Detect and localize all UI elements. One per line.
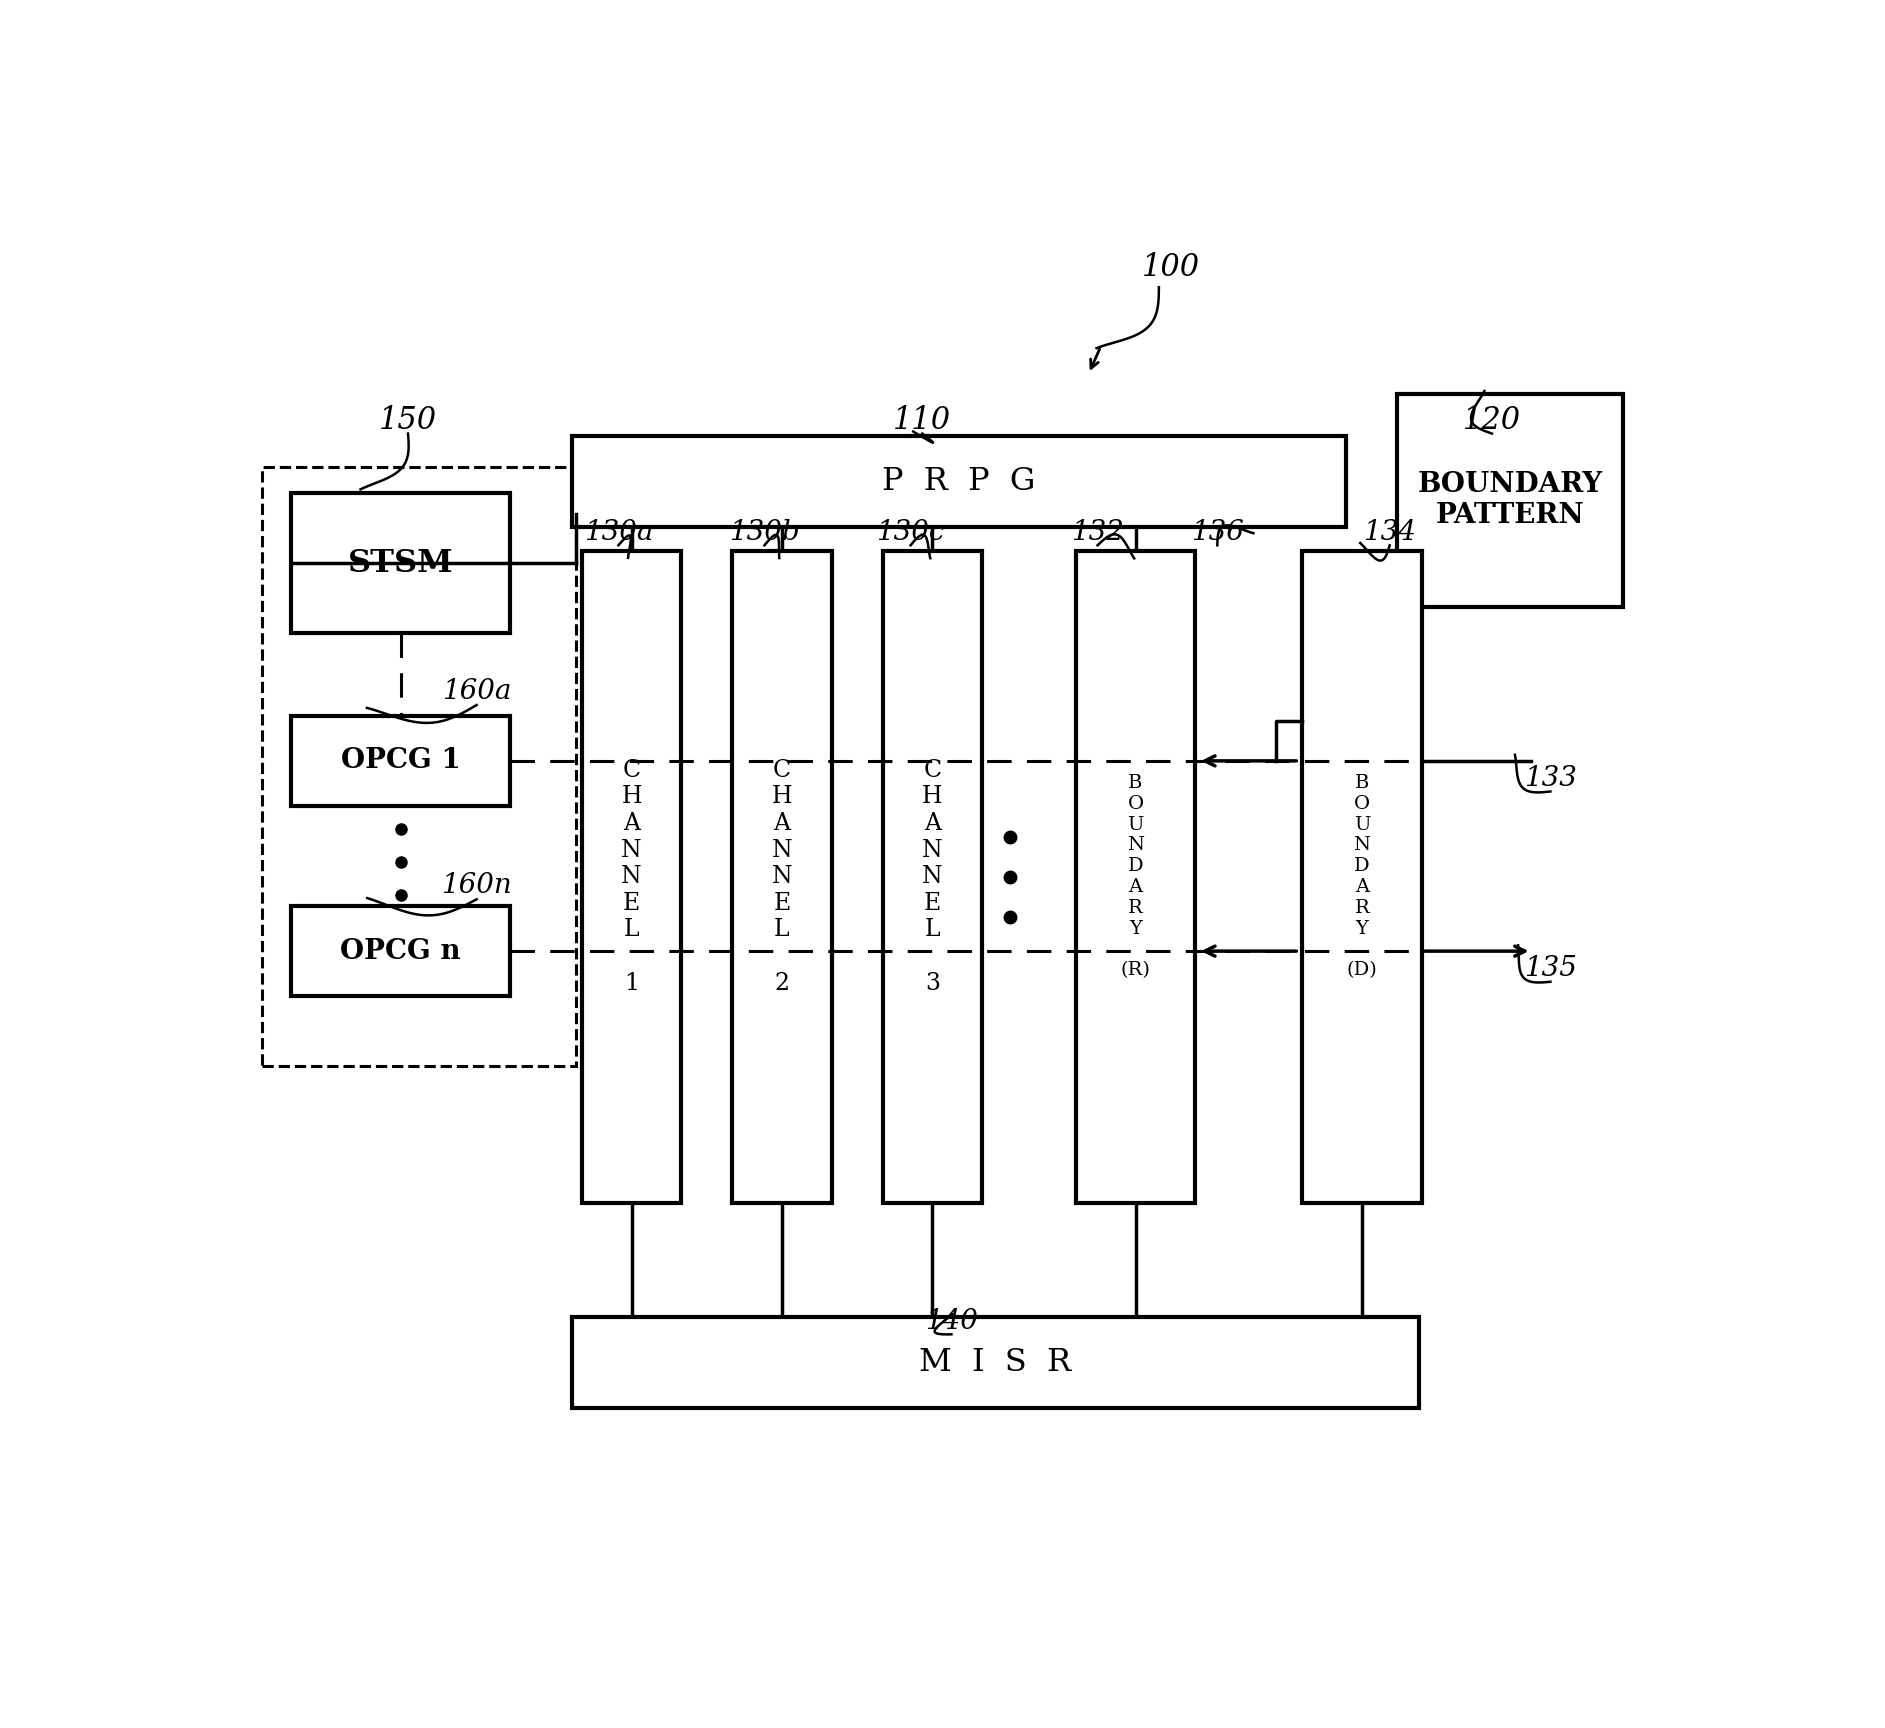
Bar: [290, 494, 511, 632]
Text: 130c: 130c: [877, 518, 944, 546]
Text: 100: 100: [1142, 252, 1199, 283]
Text: OPCG n: OPCG n: [341, 938, 462, 964]
Text: C
H
A
N
N
E
L

1: C H A N N E L 1: [622, 759, 641, 995]
Bar: [582, 551, 680, 1203]
Text: 136: 136: [1191, 518, 1244, 546]
Bar: [262, 467, 577, 1066]
Bar: [731, 551, 831, 1203]
Text: 130a: 130a: [584, 518, 652, 546]
Text: BOUNDARY
PATTERN: BOUNDARY PATTERN: [1418, 472, 1602, 529]
Text: 132: 132: [1071, 518, 1123, 546]
Bar: [571, 1317, 1419, 1408]
Bar: [290, 905, 511, 997]
Text: B
O
U
N
D
A
R
Y

(D): B O U N D A R Y (D): [1346, 774, 1378, 980]
Text: 150: 150: [379, 404, 437, 435]
Text: C
H
A
N
N
E
L

3: C H A N N E L 3: [922, 759, 942, 995]
Text: 130b: 130b: [729, 518, 799, 546]
Text: 140: 140: [926, 1308, 978, 1334]
Text: 134: 134: [1363, 518, 1416, 546]
Text: 120: 120: [1463, 404, 1521, 435]
Text: B
O
U
N
D
A
R
Y

(R): B O U N D A R Y (R): [1120, 774, 1150, 980]
Bar: [290, 715, 511, 805]
Bar: [1397, 394, 1623, 607]
Bar: [571, 435, 1346, 527]
Text: M  I  S  R: M I S R: [920, 1346, 1071, 1377]
Text: P  R  P  G: P R P G: [882, 467, 1035, 498]
Text: 160n: 160n: [441, 873, 513, 900]
Bar: [1076, 551, 1195, 1203]
Text: 133: 133: [1523, 766, 1578, 791]
Text: 110: 110: [893, 404, 952, 435]
Text: 135: 135: [1523, 956, 1578, 982]
Text: C
H
A
N
N
E
L

2: C H A N N E L 2: [771, 759, 792, 995]
Bar: [1303, 551, 1421, 1203]
Text: STSM: STSM: [349, 548, 454, 579]
Text: OPCG 1: OPCG 1: [341, 748, 460, 774]
Text: 160a: 160a: [441, 677, 511, 705]
Bar: [882, 551, 982, 1203]
